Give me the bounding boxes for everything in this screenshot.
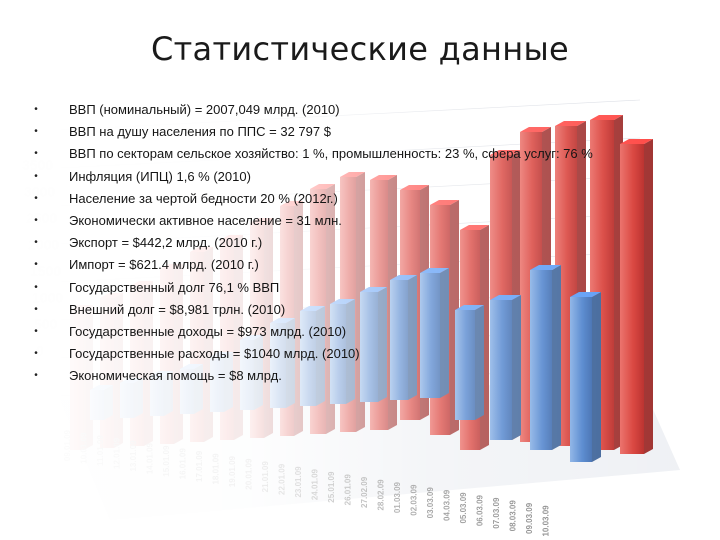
bullet-dot-icon: •	[34, 259, 38, 271]
bullet-text: Экспорт = $442,2 млрд. (2010 г.)	[69, 235, 263, 251]
bullet-item: • Инфляция (ИПЦ) 1,6 % (2010)	[30, 166, 710, 188]
bullet-text: ВВП (номинальный) = 2007,049 млрд. (2010…	[69, 102, 340, 117]
bullet-dot-icon: •	[34, 325, 38, 337]
bullet-dot-icon: •	[34, 192, 38, 204]
bullet-text: Экономическая помощь = $8 млрд.	[69, 368, 282, 384]
bullet-dot-icon: •	[34, 237, 38, 249]
bullet-text: Инфляция (ИПЦ) 1,6 % (2010)	[69, 168, 251, 184]
bullet-item: • Государственные доходы = $973 млрд. (20…	[30, 321, 710, 343]
bullet-dot-icon: •	[34, 170, 38, 182]
bullet-item: • Внешний долг = $8,981 трлн. (2010)	[30, 299, 710, 321]
bullet-item: • Государственные расходы = $1040 млрд. (…	[30, 343, 710, 365]
bullet-text: Государственный долг 76,1 % ВВП	[69, 279, 280, 295]
bullet-item: • Экономическая помощь = $8 млрд.	[30, 365, 710, 387]
bullet-item: • Государственный долг 76,1 % ВВП	[30, 277, 710, 299]
bullet-list: • ВВП (номинальный) = 2007,049 млрд. (201…	[30, 99, 710, 387]
bullet-item: • ВВП (номинальный) = 2007,049 млрд. (201…	[30, 99, 710, 121]
bullet-dot-icon: •	[34, 214, 38, 226]
bullet-dot-icon: •	[34, 348, 38, 360]
bullet-dot-icon: •	[34, 303, 38, 315]
bullet-text: Импорт = $621.4 млрд. (2010 г.)	[69, 257, 259, 273]
slide-title: Статистические данные	[150, 30, 570, 68]
bullet-dot-icon: •	[34, 281, 38, 293]
bullet-dot-icon: •	[34, 370, 38, 382]
bullet-text: Население за чертой бедности 20 % (2012г…	[69, 190, 338, 206]
bullet-text: Экономически активное население = 31 млн…	[69, 212, 342, 228]
bullet-dot-icon: •	[34, 126, 38, 138]
bullet-text: ВВП по секторам сельское хозяйство: 1 %,…	[69, 146, 593, 162]
bullet-item: • ВВП на душу населения по ППС = 32 797 $	[30, 121, 710, 143]
bullet-item: • Экономически активное население = 31 мл…	[30, 210, 710, 232]
bullet-dot-icon: •	[34, 104, 38, 115]
bullet-text: Внешний долг = $8,981 трлн. (2010)	[69, 301, 286, 317]
bullet-dot-icon: •	[34, 148, 38, 160]
bullet-item: • Население за чертой бедности 20 % (2012…	[30, 188, 710, 210]
bullet-text: Государственные расходы = $1040 млрд. (2…	[69, 346, 360, 362]
bullet-item: • Импорт = $621.4 млрд. (2010 г.)	[30, 254, 710, 276]
bullet-item: • ВВП по секторам сельское хозяйство: 1 %…	[30, 143, 710, 165]
bullet-text: Государственные доходы = $973 млрд. (201…	[69, 323, 347, 339]
bullet-text: ВВП на душу населения по ППС = 32 797 $	[69, 124, 331, 140]
bullet-item: • Экспорт = $442,2 млрд. (2010 г.)	[30, 232, 710, 254]
